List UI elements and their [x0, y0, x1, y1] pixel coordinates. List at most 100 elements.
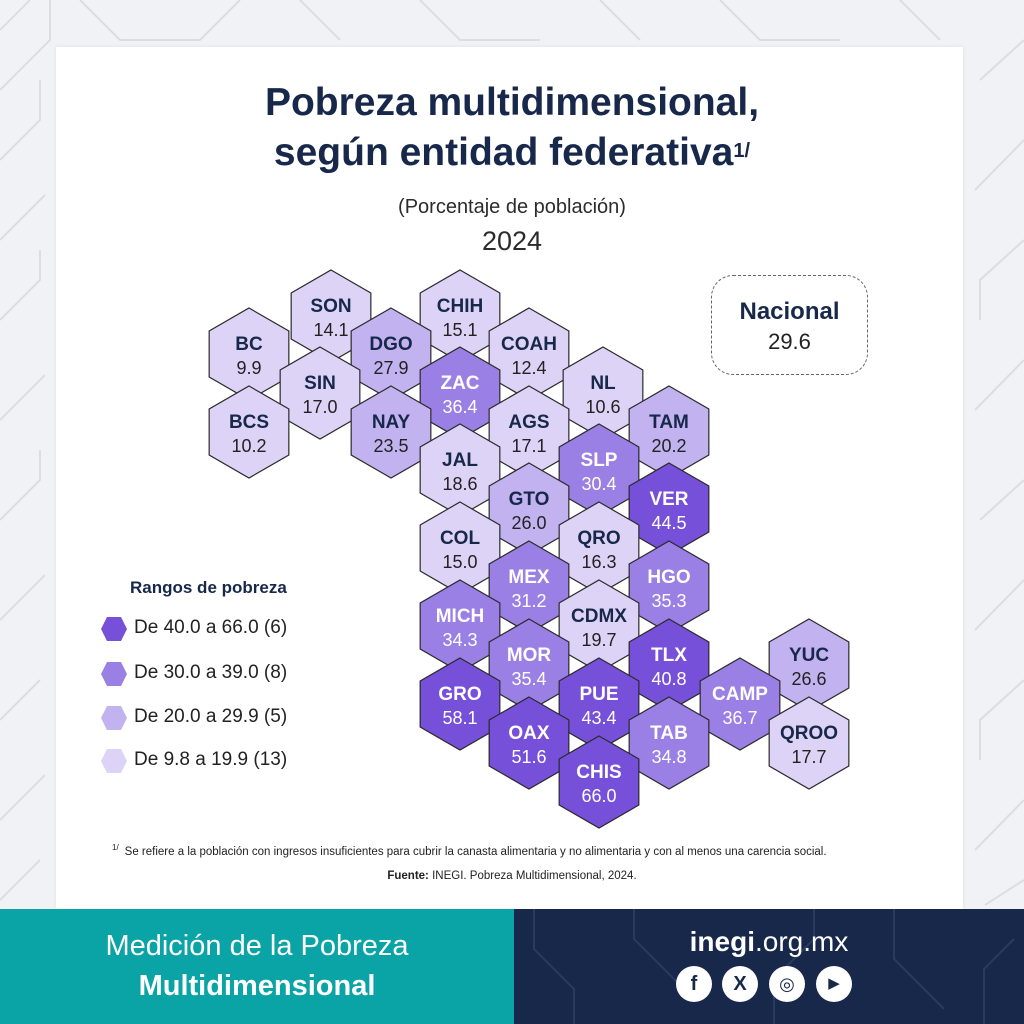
footnote-mark: 1/: [112, 843, 119, 852]
state-code: TAB: [650, 723, 688, 744]
state-code: BC: [235, 334, 263, 355]
national-box: Nacional 29.6: [711, 275, 868, 375]
state-value: 58.1: [442, 708, 477, 728]
legend-swatch: [101, 662, 127, 686]
x-icon[interactable]: X: [722, 966, 758, 1002]
state-code: GTO: [509, 489, 550, 510]
state-hex-coah: COAH 12.4: [488, 307, 570, 401]
state-code: TLX: [651, 645, 687, 666]
state-hex-gto: GTO 26.0: [488, 462, 570, 556]
state-value: 31.2: [511, 591, 546, 611]
state-value: 40.8: [651, 669, 686, 689]
state-value: 20.2: [651, 436, 686, 456]
state-hex-gro: GRO 58.1: [419, 657, 501, 751]
state-value: 17.7: [791, 747, 826, 767]
state-hex-bcs: BCS 10.2: [208, 385, 290, 479]
footer-left-panel: [0, 909, 514, 1024]
subtitle: (Porcentaje de población): [398, 196, 626, 218]
state-hex-ags: AGS 17.1: [488, 385, 570, 479]
website-suffix: .org.mx: [754, 926, 849, 957]
state-code: QRO: [577, 528, 620, 549]
state-code: BCS: [229, 412, 269, 433]
state-value: 35.3: [651, 591, 686, 611]
state-code: ZAC: [440, 373, 479, 394]
state-value: 19.7: [581, 630, 616, 650]
state-value: 15.1: [442, 320, 477, 340]
state-value: 66.0: [581, 786, 616, 806]
state-value: 16.3: [581, 552, 616, 572]
state-value: 17.1: [511, 436, 546, 456]
footnote: 1/Se refiere a la población con ingresos…: [112, 843, 932, 858]
facebook-icon[interactable]: f: [676, 966, 712, 1002]
state-code: COAH: [501, 334, 557, 355]
state-code: MEX: [508, 567, 550, 588]
state-value: 14.1: [313, 320, 348, 340]
state-value: 10.2: [231, 436, 266, 456]
youtube-icon[interactable]: ▶: [816, 966, 852, 1002]
state-value: 26.0: [511, 513, 546, 533]
state-hex-camp: CAMP 36.7: [699, 657, 781, 751]
state-value: 44.5: [651, 513, 686, 533]
national-label: Nacional: [739, 298, 840, 325]
state-code: DGO: [369, 334, 412, 355]
state-hex-col: COL 15.0: [419, 501, 501, 595]
website-link[interactable]: inegi.org.mx: [514, 926, 1024, 958]
state-code: CHIH: [437, 296, 483, 317]
state-hex-oax: OAX 51.6: [488, 696, 570, 790]
source-label: Fuente:: [387, 870, 429, 882]
state-hex-jal: JAL 18.6: [419, 423, 501, 517]
state-code: CDMX: [571, 606, 627, 627]
state-value: 51.6: [511, 747, 546, 767]
source: Fuente: INEGI. Pobreza Multidimensional,…: [0, 870, 1024, 882]
instagram-icon[interactable]: ◎: [769, 966, 805, 1002]
legend-label: De 40.0 a 66.0 (6): [134, 617, 288, 638]
legend-title: Rangos de pobreza: [130, 578, 287, 597]
source-text: INEGI. Pobreza Multidimensional, 2024.: [432, 870, 637, 882]
state-hex-mor: MOR 35.4: [488, 618, 570, 712]
state-hex-bc: BC 9.9: [208, 307, 290, 401]
state-code: YUC: [789, 645, 829, 666]
state-hex-mich: MICH 34.3: [419, 579, 501, 673]
state-value: 43.4: [581, 708, 616, 728]
state-value: 36.4: [442, 397, 477, 417]
state-code: HGO: [647, 567, 690, 588]
legend-label: De 30.0 a 39.0 (8): [134, 662, 288, 683]
state-hex-mex: MEX 31.2: [488, 540, 570, 634]
state-code: CAMP: [712, 684, 768, 705]
state-hex-sin: SIN 17.0: [279, 346, 361, 440]
state-value: 36.7: [722, 708, 757, 728]
state-code: VER: [649, 489, 688, 510]
state-value: 35.4: [511, 669, 546, 689]
state-value: 17.0: [302, 397, 337, 417]
website-domain: inegi: [689, 926, 755, 957]
state-value: 18.6: [442, 474, 477, 494]
page-title: Pobreza multidimensional, según entidad …: [0, 78, 1024, 178]
state-hex-nl: NL 10.6: [562, 346, 644, 440]
state-hex-dgo: DGO 27.9: [350, 307, 432, 401]
state-code: NAY: [372, 412, 411, 433]
state-code: CHIS: [576, 762, 621, 783]
state-hex-ver: VER 44.5: [628, 462, 710, 556]
state-value: 10.6: [585, 397, 620, 417]
state-code: AGS: [508, 412, 549, 433]
state-value: 30.4: [581, 474, 616, 494]
state-code: NL: [590, 373, 616, 394]
state-hex-hgo: HGO 35.3: [628, 540, 710, 634]
footer-right-panel: [514, 909, 1024, 1024]
state-hex-qro: QRO 16.3: [558, 501, 640, 595]
footnote-text: Se refiere a la población con ingresos i…: [124, 845, 827, 858]
state-code: GRO: [438, 684, 481, 705]
state-code: SLP: [581, 450, 618, 471]
legend-label: De 9.8 a 19.9 (13): [134, 749, 288, 770]
state-code: PUE: [579, 684, 618, 705]
social-links: f X ◎ ▶: [676, 966, 856, 1006]
state-value: 15.0: [442, 552, 477, 572]
footer-circuit-pattern: [533, 909, 1015, 1024]
state-value: 34.8: [651, 747, 686, 767]
state-code: COL: [440, 528, 481, 549]
footer-title-line-2: Multidimensional: [138, 970, 376, 1002]
state-value: 34.3: [442, 630, 477, 650]
state-hex-cdmx: CDMX 19.7: [558, 579, 640, 673]
